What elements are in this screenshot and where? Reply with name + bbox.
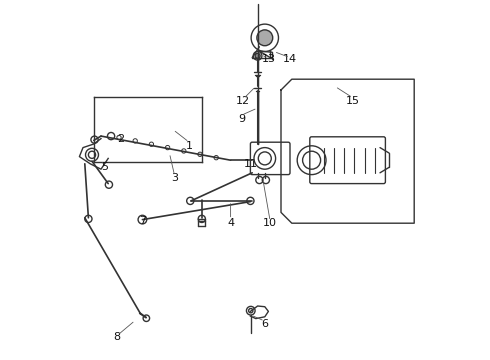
Circle shape [257, 30, 273, 46]
FancyBboxPatch shape [310, 137, 386, 184]
Text: 15: 15 [346, 96, 360, 106]
Text: 14: 14 [283, 54, 297, 64]
Text: 4: 4 [227, 218, 234, 228]
Text: 10: 10 [263, 218, 277, 228]
Text: 8: 8 [114, 332, 121, 342]
Text: 12: 12 [236, 96, 250, 106]
Text: 9: 9 [238, 114, 245, 124]
Text: 6: 6 [261, 319, 269, 329]
Text: 3: 3 [172, 173, 178, 183]
FancyBboxPatch shape [250, 142, 290, 175]
Circle shape [255, 53, 260, 58]
Text: 7: 7 [139, 216, 146, 226]
Text: 13: 13 [261, 54, 275, 64]
Text: 5: 5 [101, 162, 108, 172]
Text: 2: 2 [117, 134, 124, 144]
Text: 1: 1 [186, 141, 193, 151]
Text: 11: 11 [244, 159, 257, 169]
